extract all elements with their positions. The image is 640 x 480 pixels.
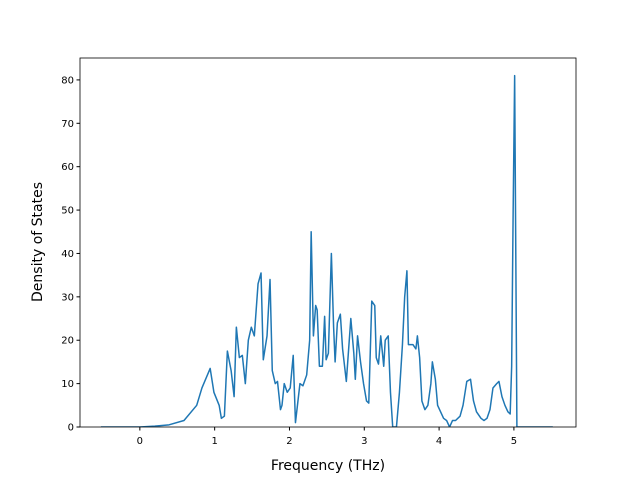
x-tick-label: 1 — [211, 436, 217, 447]
x-tick-label: 2 — [286, 436, 292, 447]
y-tick-label: 60 — [61, 162, 74, 173]
y-tick-label: 80 — [61, 75, 74, 86]
y-tick-label: 50 — [61, 206, 74, 217]
y-axis-label: Density of States — [30, 182, 46, 302]
x-tick-label: 4 — [436, 436, 442, 447]
y-tick-label: 30 — [61, 292, 74, 303]
x-tick-label: 3 — [361, 436, 367, 447]
y-tick-label: 10 — [61, 379, 74, 390]
y-tick-label: 40 — [61, 249, 74, 260]
x-axis-label: Frequency (THz) — [271, 458, 385, 474]
plot-frame — [79, 57, 577, 428]
y-tick-label: 70 — [61, 119, 74, 130]
x-tick-label: 0 — [137, 436, 143, 447]
y-tick-label: 0 — [68, 423, 74, 434]
y-tick-label: 20 — [61, 336, 74, 347]
x-tick-label: 5 — [511, 436, 517, 447]
data-line — [100, 74, 553, 427]
